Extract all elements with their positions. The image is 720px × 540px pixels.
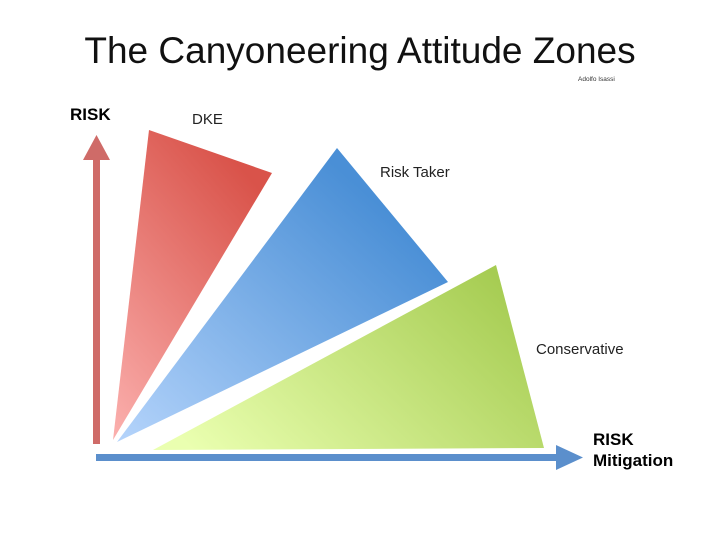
zone-label-dke: DKE: [192, 111, 223, 128]
zone-risk-taker: [117, 148, 448, 442]
x-axis-arrow: [96, 445, 583, 470]
zone-label-risk-taker: Risk Taker: [380, 164, 450, 181]
zone-label-conservative: Conservative: [536, 341, 624, 358]
y-axis-label: RISK: [70, 105, 111, 124]
x-axis-label-line2: Mitigation: [593, 451, 673, 470]
x-axis-label-line1: RISK: [593, 430, 634, 449]
page-title: The Canyoneering Attitude Zones: [84, 30, 635, 71]
zone-dke: [113, 130, 272, 440]
author-credit: Adolfo Isassi: [578, 76, 615, 83]
zone-conservative: [153, 265, 544, 450]
y-axis-arrow: [83, 135, 110, 444]
